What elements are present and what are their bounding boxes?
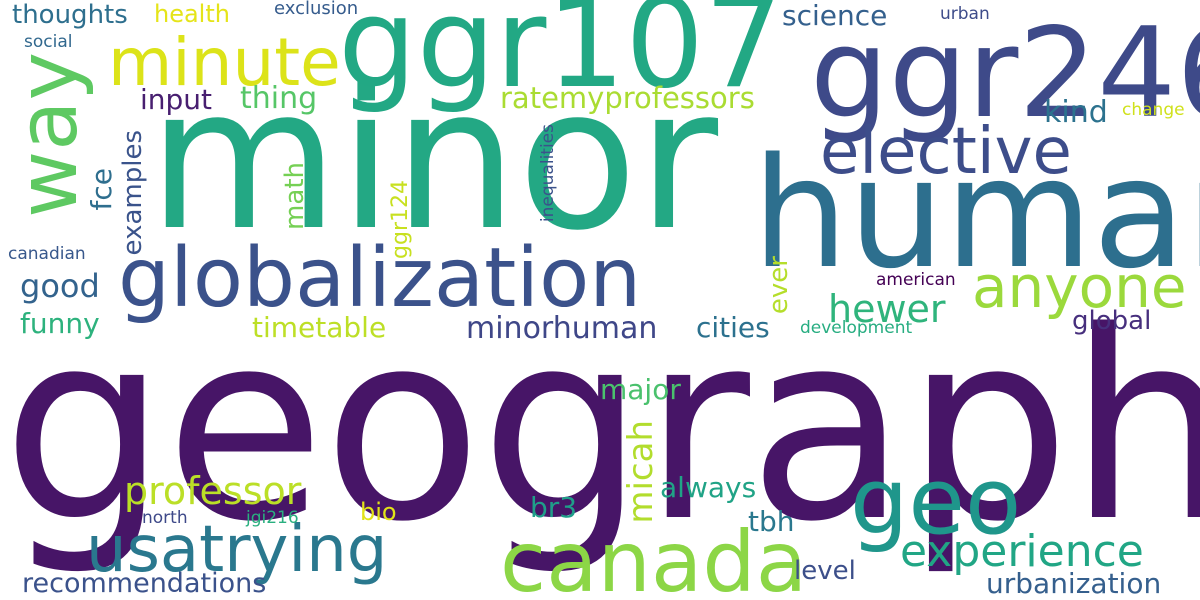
word-globalization: globalization (118, 231, 642, 326)
word-jgi216: jgi216 (246, 508, 299, 528)
word-ggr124: ggr124 (388, 180, 413, 259)
word-minor: minor (148, 46, 719, 274)
word-canadian: canadian (8, 244, 86, 264)
word-way: way (1, 52, 96, 218)
word-examples: examples (118, 130, 148, 256)
word-micah: micah (621, 420, 661, 524)
word-minute: minute (108, 24, 341, 101)
word-thing: thing (240, 81, 318, 116)
word-level: level (794, 556, 856, 586)
word-geography: geography (2, 277, 1200, 579)
word-north: north (142, 508, 188, 528)
word-ggr107: ggr107 (338, 0, 784, 116)
word-change: change (1122, 100, 1185, 120)
word-kind: kind (1044, 95, 1108, 130)
word-canada: canada (500, 513, 808, 600)
word-health: health (154, 0, 230, 28)
word-timetable: timetable (252, 311, 387, 344)
word-cities: cities (696, 311, 770, 344)
word-experience: experience (900, 526, 1144, 577)
word-tbh: tbh (748, 505, 795, 538)
word-global: global (1072, 306, 1152, 336)
word-urban: urban (940, 4, 990, 24)
word-math: math (280, 162, 310, 230)
word-urbanization: urbanization (986, 567, 1162, 600)
word-development: development (800, 318, 913, 338)
word-ever: ever (764, 256, 794, 315)
word-american: american (876, 270, 956, 290)
word-elective: elective (820, 115, 1072, 189)
word-social: social (24, 32, 73, 52)
word-good: good (20, 267, 100, 305)
word-science: science (782, 0, 888, 32)
word-geo: geo (850, 448, 1022, 555)
word-exclusion: exclusion (274, 0, 359, 19)
word-inequalities: inequalities (538, 124, 558, 223)
word-usatrying: usatrying (86, 513, 388, 587)
word-br3: br3 (530, 491, 578, 524)
word-hewer: hewer (828, 287, 946, 331)
word-thoughts: thoughts (12, 0, 128, 30)
word-anyone: anyone (972, 253, 1187, 321)
word-ggr246: ggr246 (810, 2, 1200, 146)
word-funny: funny (20, 307, 100, 340)
word-recommendations: recommendations (22, 568, 267, 599)
word-always: always (660, 471, 757, 504)
word-input: input (140, 83, 213, 116)
word-bio: bio (360, 498, 397, 526)
word-professor: professor (124, 469, 302, 513)
word-minorhuman: minorhuman (466, 311, 658, 346)
word-fce: fce (85, 168, 118, 211)
word-human: human (752, 125, 1200, 302)
word-ratemyprofessors: ratemyprofessors (500, 81, 755, 115)
word-major: major (600, 373, 681, 406)
